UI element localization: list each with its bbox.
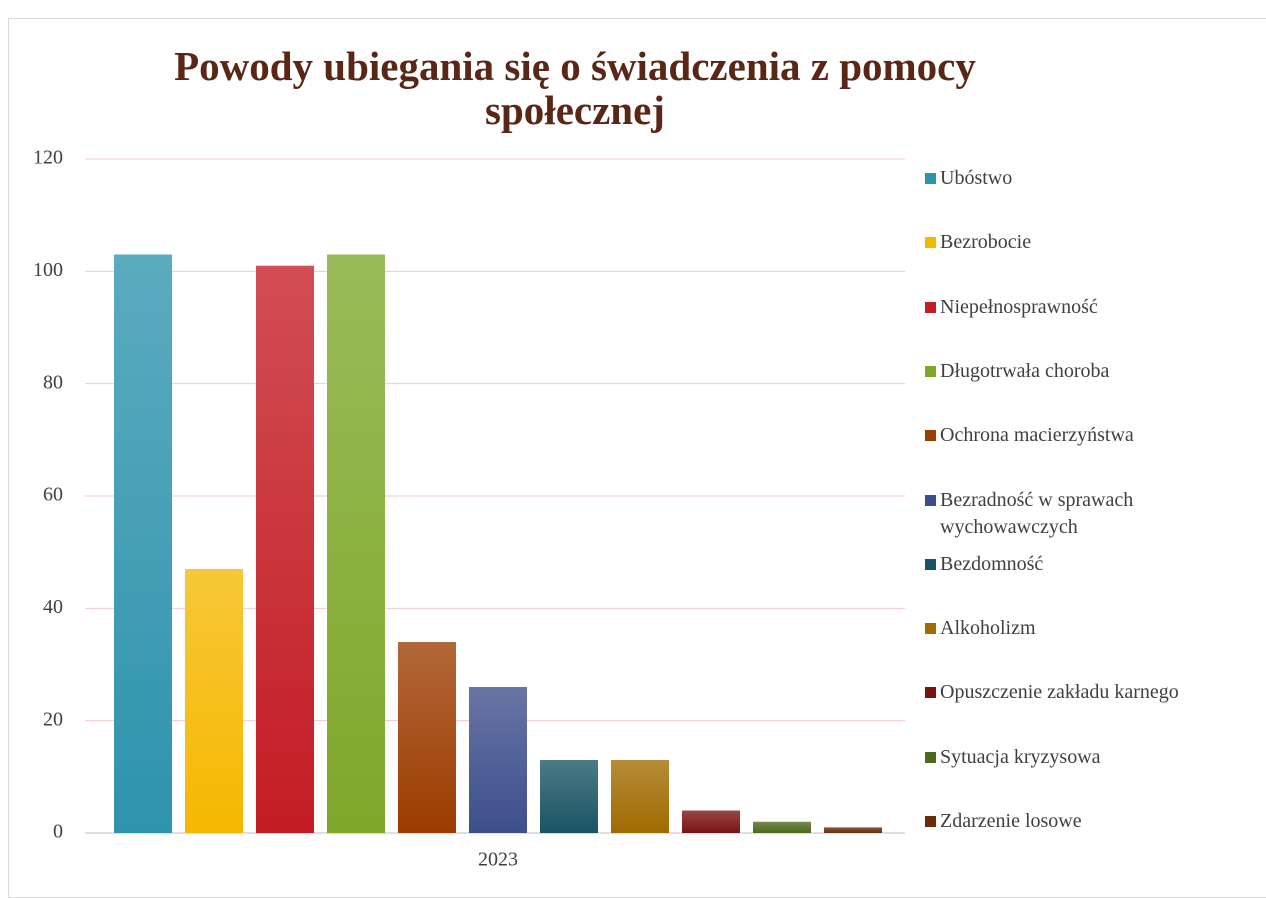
legend-label: Bezrobocie (940, 231, 1032, 254)
y-tick-label: 20 (43, 708, 63, 730)
legend-label: Bezdomność (940, 552, 1044, 575)
legend-swatch (925, 173, 936, 184)
legend-item: Bezdomność (925, 551, 1265, 578)
legend-label: Ubóstwo (940, 167, 1013, 189)
bar (398, 642, 456, 833)
chart-title: Powody ubiegania się o świadczenia z pom… (174, 43, 976, 133)
legend-label: Bezradność w sprawach wychowawczych (940, 488, 1134, 538)
legend-item: Bezradność w sprawach wychowawczych (925, 487, 1265, 541)
y-tick-label: 120 (33, 147, 63, 169)
legend-swatch (925, 751, 936, 763)
y-tick-label: 80 (43, 371, 63, 393)
bar (256, 265, 314, 833)
x-tick-label: 2023 (478, 849, 518, 871)
legend-swatch (925, 623, 936, 635)
bar (327, 254, 385, 833)
legend-item: Ochrona macierzyństwa (925, 422, 1265, 449)
legend-swatch (925, 816, 936, 827)
legend-item: Alkoholizm (925, 615, 1265, 642)
bar (824, 827, 882, 833)
bar (185, 569, 243, 833)
legend-item: Sytuacja kryzysowa (925, 744, 1265, 771)
legend-item: Ubóstwo (925, 165, 1265, 192)
bar (682, 810, 740, 833)
legend-label: Zdarzenie losowe (940, 810, 1082, 832)
legend-swatch (925, 494, 936, 506)
legend-item: Długotrwała choroba (925, 358, 1265, 385)
bar (114, 254, 172, 833)
legend-swatch (925, 301, 936, 313)
legend-label: Sytuacja kryzysowa (940, 745, 1101, 768)
legend-label: Niepełnosprawność (940, 295, 1098, 318)
legend-item: Bezrobocie (925, 229, 1265, 256)
legend-swatch (925, 558, 936, 570)
y-tick-label: 60 (43, 484, 63, 506)
bar (540, 759, 598, 833)
legend-label: Długotrwała choroba (940, 359, 1110, 382)
legend-swatch (925, 430, 936, 442)
legend-label: Ochrona macierzyństwa (940, 424, 1134, 447)
legend-swatch (925, 237, 936, 249)
legend-swatch (925, 365, 936, 377)
legend-item: Niepełnosprawność (925, 294, 1265, 321)
legend-item: Opuszczenie zakładu karnego (925, 679, 1265, 706)
legend-swatch (925, 687, 936, 699)
bar (753, 821, 811, 833)
y-tick-label: 0 (53, 821, 63, 843)
legend-label: Alkoholizm (940, 617, 1036, 640)
bar (611, 759, 669, 833)
legend-label: Opuszczenie zakładu karnego (940, 681, 1179, 704)
y-tick-label: 40 (43, 596, 63, 618)
legend-item: Zdarzenie losowe (925, 808, 1265, 835)
bar (469, 686, 527, 833)
y-tick-label: 100 (33, 259, 63, 281)
